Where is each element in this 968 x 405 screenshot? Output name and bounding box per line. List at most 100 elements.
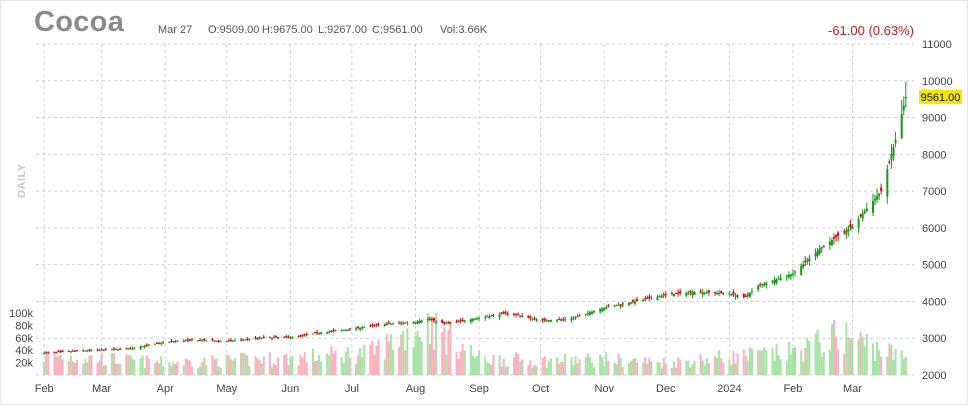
volume-bar <box>617 353 620 375</box>
volume-bar <box>53 352 56 375</box>
volume-bar <box>361 357 364 375</box>
volume-bar <box>547 360 550 375</box>
volume-bar <box>777 355 780 375</box>
volume-bar <box>476 356 479 375</box>
volume-bar <box>527 365 530 375</box>
candle-body <box>203 338 206 341</box>
volume-bar <box>182 365 185 375</box>
volume-bar <box>648 357 651 375</box>
candle-body <box>301 334 304 336</box>
candle-body <box>888 161 891 163</box>
volume-bar <box>145 355 148 375</box>
candle-body <box>549 320 552 322</box>
volume-bar <box>326 353 329 375</box>
candle-body <box>459 319 462 321</box>
candle-body <box>748 292 751 297</box>
volume-bar <box>660 368 663 375</box>
candle-body <box>656 296 659 301</box>
volume-bar <box>406 328 409 375</box>
candle-body <box>332 330 335 332</box>
candle-body <box>816 250 819 256</box>
candle-body <box>188 339 191 341</box>
candle-body <box>765 282 768 286</box>
candle-body <box>254 337 257 339</box>
candle-body <box>861 213 864 219</box>
candle-body <box>219 340 222 342</box>
candle-body <box>504 312 507 314</box>
candle-body <box>57 351 60 353</box>
volume-bar <box>679 359 682 375</box>
volume-bar <box>642 362 645 375</box>
volume-bar <box>455 352 458 375</box>
candle-body <box>270 337 273 340</box>
volume-bar <box>357 355 360 375</box>
candle-body <box>71 350 74 352</box>
candle-body <box>428 318 431 320</box>
volume-bar <box>369 344 372 375</box>
candle-body <box>779 277 782 281</box>
volume-bar <box>603 366 606 375</box>
volume-bar <box>636 362 639 375</box>
candle-body <box>184 340 187 342</box>
volume-bar <box>383 359 386 375</box>
candle-body <box>334 330 337 332</box>
candle-body <box>849 224 852 228</box>
candle-body <box>139 346 142 349</box>
volume-bar <box>599 354 602 375</box>
candle-body <box>478 317 481 319</box>
candle-body <box>98 349 101 351</box>
candle-body <box>490 315 493 317</box>
volume-bar <box>217 366 220 375</box>
volume-bar <box>519 361 522 375</box>
volume-bar <box>541 357 544 375</box>
volume-bar <box>131 358 134 375</box>
volume-bar <box>297 365 300 375</box>
volume-bar <box>211 355 214 375</box>
candle-body <box>832 236 836 239</box>
volume-bar <box>289 356 292 375</box>
volume-bar <box>574 356 577 375</box>
candle-body <box>789 274 792 277</box>
volume-bar <box>96 362 99 375</box>
volume-bar <box>45 350 48 375</box>
quote-date: Mar 27 <box>158 24 193 36</box>
candle-body <box>621 303 624 305</box>
volume-bar <box>197 368 200 375</box>
candle-body <box>373 324 376 326</box>
volume-bar <box>748 347 751 375</box>
candle-body <box>664 294 667 296</box>
candle-body <box>277 337 280 339</box>
volume-bar <box>141 355 144 375</box>
volume-bar <box>847 337 850 375</box>
price-tick-label: 7000 <box>922 186 946 198</box>
candle-body <box>730 293 733 296</box>
volume-bar <box>572 364 575 375</box>
candle-body <box>84 350 87 352</box>
volume-bar <box>320 361 323 375</box>
volume-bar <box>133 359 136 375</box>
time-tick-label: Jul <box>345 383 359 395</box>
volume-bar <box>814 333 817 375</box>
price-tick-label: 2000 <box>922 370 946 382</box>
volume-bar <box>205 364 208 375</box>
volume-bar <box>328 355 331 375</box>
candle-body <box>262 336 265 338</box>
volume-bar <box>377 339 380 375</box>
volume-bar <box>878 349 881 375</box>
volume-bar <box>562 361 565 375</box>
candle-body <box>506 312 509 315</box>
candle-body <box>186 339 189 341</box>
candle-body <box>851 226 854 229</box>
volume-bar <box>584 357 587 375</box>
volume-bar <box>837 349 840 375</box>
volume-bar <box>492 354 495 375</box>
candle-body <box>313 332 317 334</box>
candle-body <box>902 105 905 111</box>
candle-body <box>720 290 723 294</box>
candle-body <box>129 348 132 350</box>
volume-bar <box>203 357 206 375</box>
candle-body <box>457 321 460 323</box>
candle-body <box>375 323 378 325</box>
candle-body <box>147 344 150 346</box>
